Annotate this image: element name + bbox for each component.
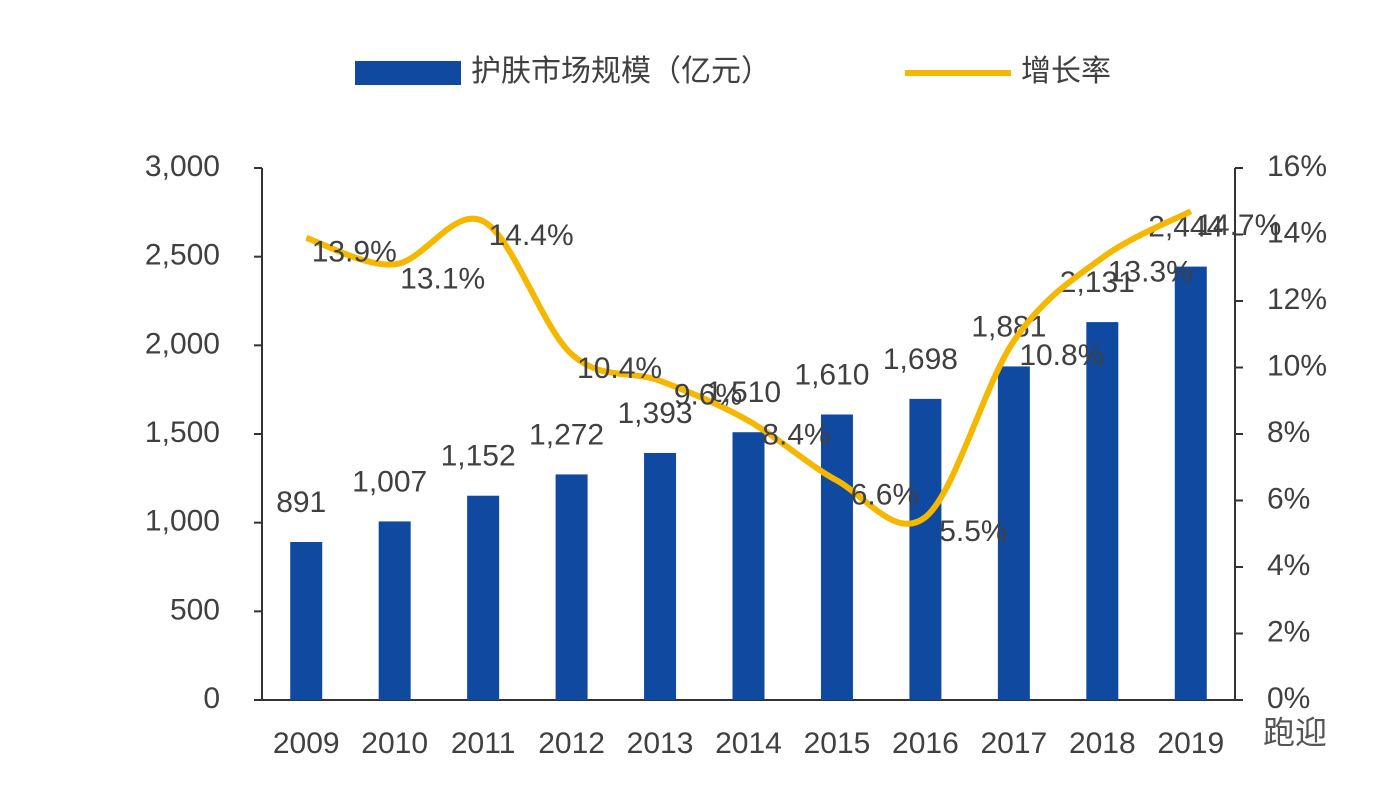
bar	[732, 432, 765, 700]
y2-tick-label: 8%	[1267, 416, 1310, 449]
line-value-label: 8.4%	[762, 419, 830, 452]
legend-label: 护肤市场规模（亿元）	[471, 55, 771, 88]
y2-tick-label: 16%	[1267, 150, 1327, 183]
x-tick-label: 2011	[451, 727, 516, 760]
x-tick-label: 2010	[361, 727, 428, 760]
line-value-label: 13.1%	[400, 262, 485, 295]
x-tick-label: 2016	[892, 727, 959, 760]
bar	[644, 452, 677, 700]
x-tick-label: 2015	[804, 727, 871, 760]
bar-value-label: 1,393	[618, 397, 693, 430]
y2-tick-label: 12%	[1267, 283, 1327, 316]
bar	[909, 398, 942, 700]
bar-value-label: 1,272	[529, 418, 604, 451]
bar-value-label: 1,698	[883, 343, 958, 376]
x-tick-label: 2017	[980, 727, 1047, 760]
bar	[378, 521, 411, 700]
growth-line	[305, 208, 1193, 527]
line-value-label: 14.4%	[489, 219, 574, 252]
y2-tick-label: 10%	[1267, 349, 1327, 382]
x-tick-label: 2014	[715, 727, 782, 760]
y-tick-label: 2,000	[145, 327, 220, 360]
bar-value-label: 891	[276, 486, 326, 519]
x-tick-label: 2019	[1157, 727, 1224, 760]
x-tick-label: 2013	[627, 727, 694, 760]
y2-tick-label: 4%	[1267, 549, 1310, 582]
line-value-label: 13.3%	[1108, 256, 1193, 289]
x-tick-label: 2018	[1069, 727, 1136, 760]
legend-swatch	[355, 61, 461, 85]
y-tick-label: 1,000	[145, 505, 220, 538]
line-value-label: 10.8%	[1019, 339, 1104, 372]
bar	[1174, 266, 1207, 700]
y2-tick-label: 2%	[1267, 615, 1310, 648]
bar	[1086, 322, 1119, 700]
legend-label: 增长率	[1021, 55, 1111, 88]
x-tick-label: 2009	[273, 727, 340, 760]
bar	[467, 495, 500, 700]
bar	[555, 474, 588, 700]
line-value-label: 10.4%	[577, 352, 662, 385]
watermark: 跑迎	[1263, 714, 1327, 750]
bar-value-label: 1,610	[794, 358, 869, 391]
bar	[997, 366, 1030, 700]
y-tick-label: 1,500	[145, 416, 220, 449]
bar-value-label: 1,152	[441, 440, 516, 473]
y2-tick-label: 0%	[1267, 682, 1310, 715]
line-value-label: 13.9%	[312, 236, 397, 269]
line-value-label: 9.6%	[674, 379, 742, 412]
y-tick-label: 2,500	[145, 239, 220, 272]
y-tick-label: 500	[170, 593, 220, 626]
y2-tick-label: 6%	[1267, 482, 1310, 515]
bar-value-label: 1,007	[352, 465, 427, 498]
x-tick-label: 2012	[538, 727, 605, 760]
y-tick-label: 0	[203, 682, 220, 715]
y2-tick-label: 14%	[1267, 216, 1327, 249]
line-value-label: 5.5%	[939, 515, 1007, 548]
bar	[290, 541, 323, 700]
line-value-label: 6.6%	[851, 478, 919, 511]
y-tick-label: 3,000	[145, 150, 220, 183]
bar	[820, 414, 853, 700]
line-value-label: 14.7%	[1196, 209, 1281, 242]
